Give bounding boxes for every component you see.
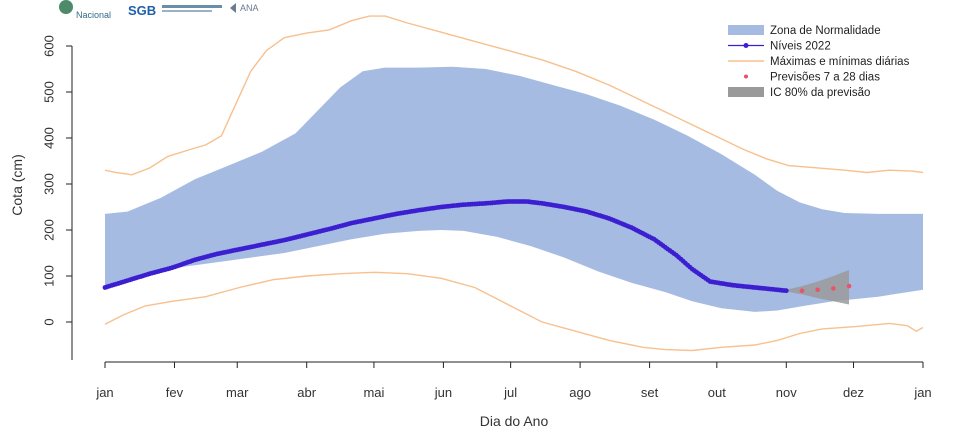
legend-label: Previsões 7 a 28 dias — [770, 72, 880, 84]
normal-zone-layer — [105, 66, 923, 312]
x-tick-label: jan — [913, 385, 931, 400]
min-max-layer — [104, 15, 924, 352]
legend-label: IC 80% da previsão — [770, 87, 870, 99]
logos-svg: Nacional SGB ANA — [59, 0, 259, 20]
x-tick-label: dez — [843, 385, 864, 400]
logo-strip — [162, 5, 222, 8]
legend-swatch-point — [743, 43, 749, 48]
legend: Zona de Normalidade Níveis 2022 Máximas e … — [728, 25, 910, 99]
legend-swatch-point — [744, 74, 748, 79]
agency-logos: Nacional SGB ANA — [58, 0, 268, 22]
forecast-layer — [799, 283, 852, 294]
forecast-point — [831, 286, 836, 291]
logo-text-sgb: SGB — [128, 3, 156, 18]
x-tick-label: mai — [363, 385, 384, 400]
normal-zone-band — [105, 66, 923, 312]
x-tick-label: set — [641, 385, 659, 400]
x-tick-label: jul — [503, 385, 517, 400]
levels-2022-point — [783, 288, 789, 294]
y-tick-label: 400 — [41, 127, 56, 149]
x-tick-label: jun — [434, 385, 452, 400]
x-tick-label: out — [708, 385, 726, 400]
min-daily-line — [104, 271, 924, 352]
forecast-point — [846, 283, 852, 289]
x-axis-title: Dia do Ano — [480, 413, 549, 429]
y-tick-label: 500 — [41, 81, 56, 103]
x-tick-label: abr — [297, 385, 316, 400]
y-tick-label: 0 — [41, 318, 56, 325]
x-tick-label: mar — [226, 385, 249, 400]
forecast-point — [799, 288, 805, 294]
logo-text-nacional: Nacional — [76, 10, 111, 20]
legend-label: Níveis 2022 — [770, 41, 831, 53]
globe-logo-icon — [59, 0, 73, 14]
ana-logo-icon — [230, 3, 236, 13]
y-tick-label: 100 — [41, 265, 56, 287]
y-axis-title: Cota (cm) — [9, 154, 25, 215]
axes-layer: 0 100 200 300 400 500 600 jan fev mar abr mai jun jul… — [41, 35, 931, 400]
max-daily-line — [104, 15, 924, 176]
x-tick-label: jan — [95, 385, 113, 400]
y-tick-label: 300 — [41, 173, 56, 195]
ci80-layer — [786, 270, 849, 305]
x-tick-label: ago — [569, 385, 591, 400]
logo-strip — [162, 10, 212, 12]
ci80-band — [786, 270, 849, 305]
legend-swatch — [728, 87, 764, 97]
legend-swatch — [728, 25, 764, 35]
logo-text-ana: ANA — [240, 3, 259, 13]
legend-label: Máximas e mínimas diárias — [770, 56, 910, 68]
x-tick-label: nov — [776, 385, 797, 400]
x-tick-label: fev — [166, 385, 184, 400]
y-tick-label: 600 — [41, 35, 56, 57]
levels-2022-layer — [102, 199, 789, 294]
forecast-point — [815, 287, 820, 293]
y-tick-label: 200 — [41, 219, 56, 241]
legend-label: Zona de Normalidade — [770, 25, 881, 37]
